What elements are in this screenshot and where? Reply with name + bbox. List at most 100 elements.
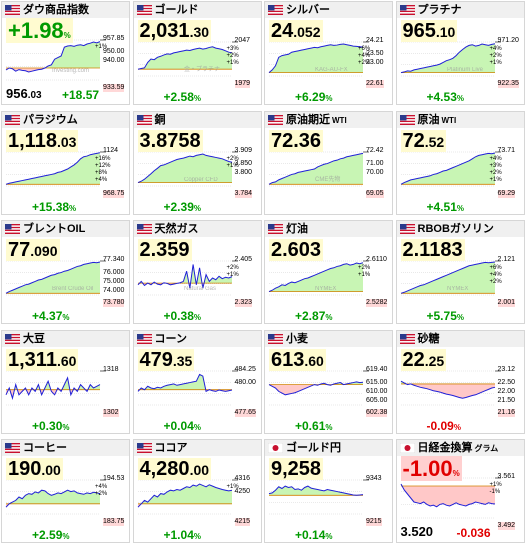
commodity-tile[interactable]: 砂糖 22.25 -0.09% 23.12 21.16 22.50 22.00 21.50 bbox=[395, 329, 525, 434]
high-value: 2.121 bbox=[497, 256, 516, 263]
commodity-name-text: ゴールド円 bbox=[286, 442, 341, 454]
commodity-name: 大豆 bbox=[23, 332, 45, 346]
high-value: 3.561 bbox=[497, 473, 516, 480]
price-chart bbox=[137, 479, 238, 515]
current-price: 2,031.30 bbox=[137, 19, 212, 44]
commodity-tile[interactable]: 日経金換算 グラム -1.00% 3.520 -0.036 3.561 3.492 +1% -1… bbox=[395, 439, 525, 543]
commodity-tile[interactable]: コーヒー 190.00 +2.59% 194.53 183.75 +4% +2% bbox=[1, 439, 130, 543]
price-decimal: .25 bbox=[424, 352, 445, 369]
commodity-tile[interactable]: Investing.com ダウ商品指数 +1.98% 956.03 +18.57 957… bbox=[1, 1, 130, 105]
change-percent: +6.29% bbox=[295, 90, 333, 104]
commodity-name-text: 大豆 bbox=[23, 332, 45, 345]
area-fill bbox=[6, 152, 100, 184]
area-fill bbox=[400, 262, 495, 294]
low-value: 4215 bbox=[234, 518, 251, 526]
commodity-tile[interactable]: NYMEX RBOBガソリン 2.1183 +5.75% 2.121 2.001 +6% +4… bbox=[395, 220, 525, 324]
high-value: 73.71 bbox=[497, 146, 516, 154]
commodity-tile[interactable]: Platinum Live プラチナ 965.10 +4.53% 971.20 922.3… bbox=[395, 1, 525, 105]
change-percent: -0.09% bbox=[426, 418, 461, 433]
change-value: -0.09 bbox=[426, 418, 454, 433]
change-percent: +2.87% bbox=[295, 309, 333, 323]
commodity-tile[interactable]: ココア 4,280.00 +1.04% 4316 4215 4250 +1% bbox=[132, 439, 262, 543]
commodity-tile[interactable]: CME先物 原油期近 WTI 72.36 72.42 69.05 71.00 70.00 bbox=[264, 110, 393, 215]
price-chart bbox=[400, 151, 501, 186]
commodity-name-text: 灯油 bbox=[286, 223, 308, 235]
change-value: +0.38 bbox=[163, 309, 194, 323]
commodity-tile[interactable]: KAG-AU-FX シルバー 24.052 +6.29% 24.21 22.61 23.50… bbox=[264, 1, 393, 105]
commodity-tile[interactable]: 金・プラチナ ゴールド 2,031.30 +2.58% 2047 1979 +3% +2% +1… bbox=[132, 1, 262, 105]
price-line bbox=[137, 46, 232, 70]
current-price: 4,280.00 bbox=[137, 457, 212, 482]
commodity-tile[interactable]: ゴールド円 9,258 +0.14% 9343 9215 bbox=[264, 439, 393, 543]
price-chart bbox=[268, 479, 369, 515]
price-chart: Natural Gas bbox=[137, 260, 238, 296]
current-price: 2.359 bbox=[137, 238, 192, 262]
price-decimal: .30 bbox=[189, 24, 210, 40]
price-line bbox=[400, 152, 495, 185]
price-chart bbox=[5, 370, 106, 405]
commodity-tile[interactable]: 小麦 613.60 +0.61% 619.40 602.38 615.00 610.00 60… bbox=[264, 329, 393, 434]
current-price: 190.00 bbox=[6, 457, 63, 482]
percent-sign: % bbox=[325, 532, 333, 541]
price-box: 479.35 bbox=[137, 348, 195, 371]
high-value: 971.20 bbox=[497, 37, 519, 44]
commodity-tile[interactable]: 大豆 1,311.60 +0.30% 1318 1302 bbox=[1, 329, 130, 434]
low-value: 3.784 bbox=[234, 189, 253, 198]
price-chart bbox=[400, 477, 501, 519]
current-price: 956.03 bbox=[6, 86, 42, 104]
price-chart: Copper CFD bbox=[137, 151, 238, 186]
price-box: 24.052 bbox=[269, 20, 323, 42]
low-value: 22.61 bbox=[366, 80, 384, 88]
high-value: 2047 bbox=[234, 37, 251, 44]
commodity-name-text: コーヒー bbox=[23, 442, 67, 454]
change-value: +2.58 bbox=[163, 90, 194, 104]
us-flag-icon bbox=[5, 443, 20, 453]
low-value: 73.780 bbox=[103, 299, 125, 307]
commodity-tile[interactable]: Brent Crude Oil ブレントOIL 77.090 +4.37% 77.340… bbox=[1, 220, 130, 324]
axis-value: 23.00 bbox=[366, 59, 384, 66]
commodity-name-sub: WTI bbox=[332, 115, 347, 125]
commodity-name: 小麦 bbox=[286, 332, 308, 346]
price-chart: Brent Crude Oil bbox=[5, 260, 106, 296]
commodity-name-text: 銅 bbox=[154, 113, 166, 126]
percent-level: +3% bbox=[489, 162, 502, 169]
price-chart bbox=[5, 479, 106, 515]
commodity-tile[interactable]: パラジウム 1,118.03 +15.38% 1124 968.75 +16% +12% +8… bbox=[1, 110, 130, 215]
chart-watermark: 金・プラチナ bbox=[184, 65, 220, 73]
tile-header: コーヒー bbox=[2, 440, 129, 456]
tile-header: パラジウム bbox=[2, 111, 129, 128]
percent-level: +2% bbox=[489, 53, 502, 59]
change-percent: +0.38% bbox=[163, 309, 202, 323]
axis-value: 4250 bbox=[234, 488, 251, 495]
price-decimal: .03 bbox=[27, 90, 42, 101]
chart-watermark: CME先物 bbox=[315, 175, 340, 183]
axis-value: 21.50 bbox=[497, 396, 516, 404]
commodity-name: 日経金換算 グラム bbox=[418, 441, 499, 456]
us-flag-icon bbox=[136, 114, 152, 125]
percent-level: +6% bbox=[489, 265, 502, 271]
current-price: 77.090 bbox=[6, 238, 60, 263]
us-flag-icon bbox=[5, 114, 20, 125]
change-value: +0.61 bbox=[295, 418, 326, 433]
commodity-tile[interactable]: コーン 479.35 +0.04% 484.25 477.65 480.00 bbox=[132, 329, 262, 434]
price-decimal: .60 bbox=[304, 352, 324, 369]
commodity-tile[interactable]: Copper CFD 銅 3.8758 +2.39% 3.909 3.784 3.850 3.… bbox=[132, 110, 262, 215]
price-main: 24 bbox=[271, 20, 294, 42]
chart-watermark: Investing.com bbox=[52, 68, 89, 74]
area-fill bbox=[137, 153, 232, 183]
commodity-name-sub: グラム bbox=[474, 444, 499, 453]
price-box: 1,311.60 bbox=[6, 348, 79, 371]
commodity-tile[interactable]: NYMEX 灯油 2.603 +2.87% 2.6110 2.5282 +2% +1% bbox=[264, 220, 393, 324]
axis-value: 615.00 bbox=[366, 378, 388, 386]
percent-level: +1% bbox=[226, 484, 239, 490]
low-value: 69.05 bbox=[366, 189, 384, 198]
commodity-tile[interactable]: Natural Gas 天然ガス 2.359 +0.38% 2.405 2.323 +2% +… bbox=[132, 220, 262, 324]
price-decimal: .52 bbox=[424, 133, 445, 150]
price-main: 72 bbox=[402, 129, 425, 152]
percent-sign: % bbox=[193, 422, 201, 432]
commodity-tile[interactable]: 原油 WTI 72.52 +4.51% 73.71 69.29 +4% +3% +2% +1% bbox=[395, 110, 525, 215]
price-decimal: .10 bbox=[435, 24, 456, 40]
tile-header: 原油 WTI bbox=[396, 111, 524, 128]
price-main: 3.8758 bbox=[139, 129, 201, 152]
axis-value: 22.50 bbox=[497, 378, 516, 386]
